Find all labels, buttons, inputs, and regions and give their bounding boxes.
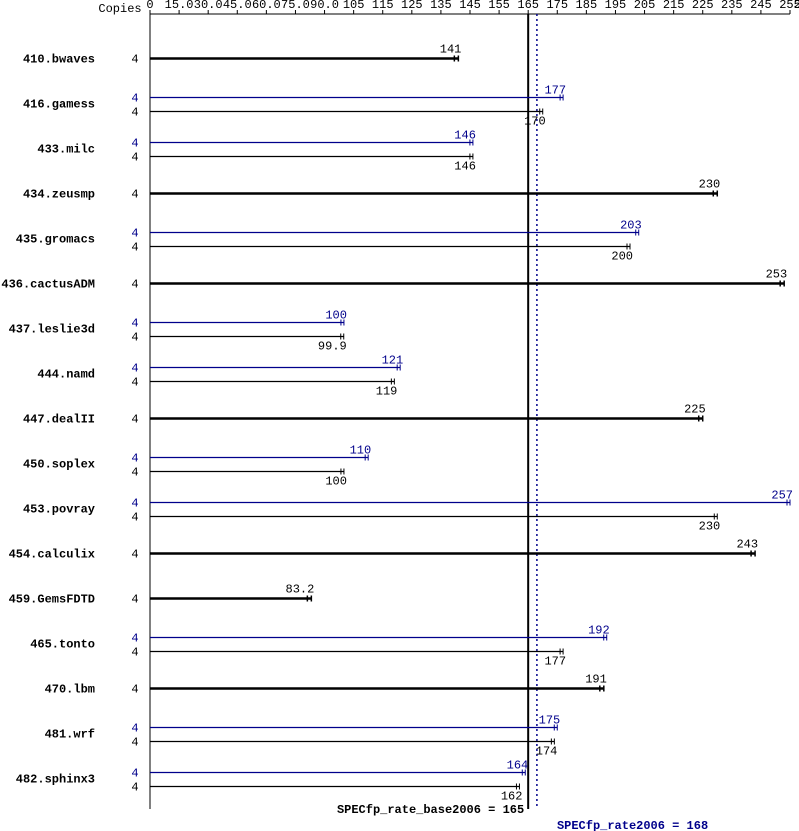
peak-value: 110: [350, 444, 372, 458]
x-tick-label: 215: [663, 0, 685, 12]
base-value: 177: [544, 655, 566, 669]
peak-value: 164: [507, 759, 529, 773]
copies-base: 4: [131, 376, 138, 390]
copies-peak: 4: [131, 632, 138, 646]
base-value: 119: [376, 385, 398, 399]
x-tick-label: 175: [546, 0, 568, 12]
x-tick-label: 260: [794, 0, 799, 12]
base-value: 162: [501, 790, 523, 804]
footer-peak-label: SPECfp_rate2006 = 168: [557, 819, 708, 831]
copies-base: 4: [131, 683, 138, 697]
x-tick-label: 45.0: [223, 0, 252, 12]
copies-base: 4: [131, 646, 138, 660]
base-value: 243: [736, 538, 758, 552]
base-value: 253: [766, 268, 788, 282]
benchmark-label: 465.tonto: [30, 638, 95, 652]
copies-base: 4: [131, 413, 138, 427]
base-value: 225: [684, 403, 706, 417]
x-tick-label: 115: [372, 0, 394, 12]
base-value: 170: [524, 115, 546, 129]
copies-base: 4: [131, 188, 138, 202]
x-tick-label: 15.0: [165, 0, 194, 12]
peak-value: 177: [544, 84, 566, 98]
x-tick-label: 90.0: [310, 0, 339, 12]
peak-value: 203: [620, 219, 642, 233]
copies-peak: 4: [131, 362, 138, 376]
x-tick-label: 145: [459, 0, 481, 12]
benchmark-label: 447.dealII: [23, 413, 95, 427]
x-tick-label: 155: [488, 0, 510, 12]
copies-base: 4: [131, 106, 138, 120]
benchmark-label: 450.soplex: [23, 458, 95, 472]
benchmark-label: 435.gromacs: [16, 233, 95, 247]
x-tick-label: 125: [401, 0, 423, 12]
base-value: 230: [699, 520, 721, 534]
benchmark-label: 444.namd: [37, 368, 95, 382]
x-tick-label: 205: [634, 0, 656, 12]
peak-value: 121: [382, 354, 404, 368]
x-tick-label: 135: [430, 0, 452, 12]
x-tick-label: 75.0: [281, 0, 310, 12]
base-value: 174: [536, 745, 558, 759]
base-value: 99.9: [318, 340, 347, 354]
benchmark-label: 454.calculix: [9, 548, 95, 562]
copies-base: 4: [131, 241, 138, 255]
benchmark-label: 433.milc: [37, 143, 95, 157]
copies-base: 4: [131, 736, 138, 750]
base-value: 83.2: [286, 583, 315, 597]
benchmark-label: 434.zeusmp: [23, 188, 95, 202]
copies-base: 4: [131, 53, 138, 67]
copies-peak: 4: [131, 767, 138, 781]
copies-peak: 4: [131, 137, 138, 151]
benchmark-label: 459.GemsFDTD: [9, 593, 95, 607]
copies-base: 4: [131, 548, 138, 562]
base-value: 146: [454, 160, 476, 174]
spec-chart: 0 15.030.045.060.075.090.0 105 115 125 135 145…: [0, 0, 799, 831]
copies-peak: 4: [131, 92, 138, 106]
peak-value: 146: [454, 129, 476, 143]
x-tick-label: 0: [146, 0, 153, 12]
benchmark-label: 416.gamess: [23, 98, 95, 112]
x-tick-label: 60.0: [252, 0, 281, 12]
copies-peak: 4: [131, 452, 138, 466]
benchmark-label: 437.leslie3d: [9, 323, 95, 337]
benchmark-label: 482.sphinx3: [16, 773, 95, 787]
x-tick-label: 30.0: [194, 0, 223, 12]
copies-peak: 4: [131, 497, 138, 511]
benchmark-label: 436.cactusADM: [1, 278, 95, 292]
copies-base: 4: [131, 151, 138, 165]
copies-peak: 4: [131, 722, 138, 736]
base-value: 230: [699, 178, 721, 192]
copies-header: Copies: [98, 2, 141, 16]
base-value: 141: [440, 43, 462, 57]
peak-value: 192: [588, 624, 610, 638]
x-tick-label: 235: [721, 0, 743, 12]
x-tick-label: 105: [343, 0, 365, 12]
peak-value: 175: [539, 714, 561, 728]
x-tick-label: 225: [692, 0, 714, 12]
x-tick-label: 185: [576, 0, 598, 12]
copies-peak: 4: [131, 227, 138, 241]
benchmark-label: 481.wrf: [45, 728, 95, 742]
copies-base: 4: [131, 331, 138, 345]
footer-base-label: SPECfp_rate_base2006 = 165: [337, 803, 524, 817]
copies-base: 4: [131, 511, 138, 525]
benchmark-label: 410.bwaves: [23, 53, 95, 67]
x-tick-label: 245: [750, 0, 772, 12]
base-value: 191: [585, 673, 607, 687]
copies-base: 4: [131, 278, 138, 292]
base-value: 100: [325, 475, 347, 489]
base-value: 200: [611, 250, 633, 264]
copies-base: 4: [131, 781, 138, 795]
x-tick-label: 195: [605, 0, 627, 12]
x-tick-label: 165: [517, 0, 539, 12]
copies-base: 4: [131, 593, 138, 607]
benchmark-label: 453.povray: [23, 503, 95, 517]
peak-value: 100: [325, 309, 347, 323]
copies-base: 4: [131, 466, 138, 480]
copies-peak: 4: [131, 317, 138, 331]
benchmark-label: 470.lbm: [45, 683, 95, 697]
peak-value: 257: [771, 489, 793, 503]
